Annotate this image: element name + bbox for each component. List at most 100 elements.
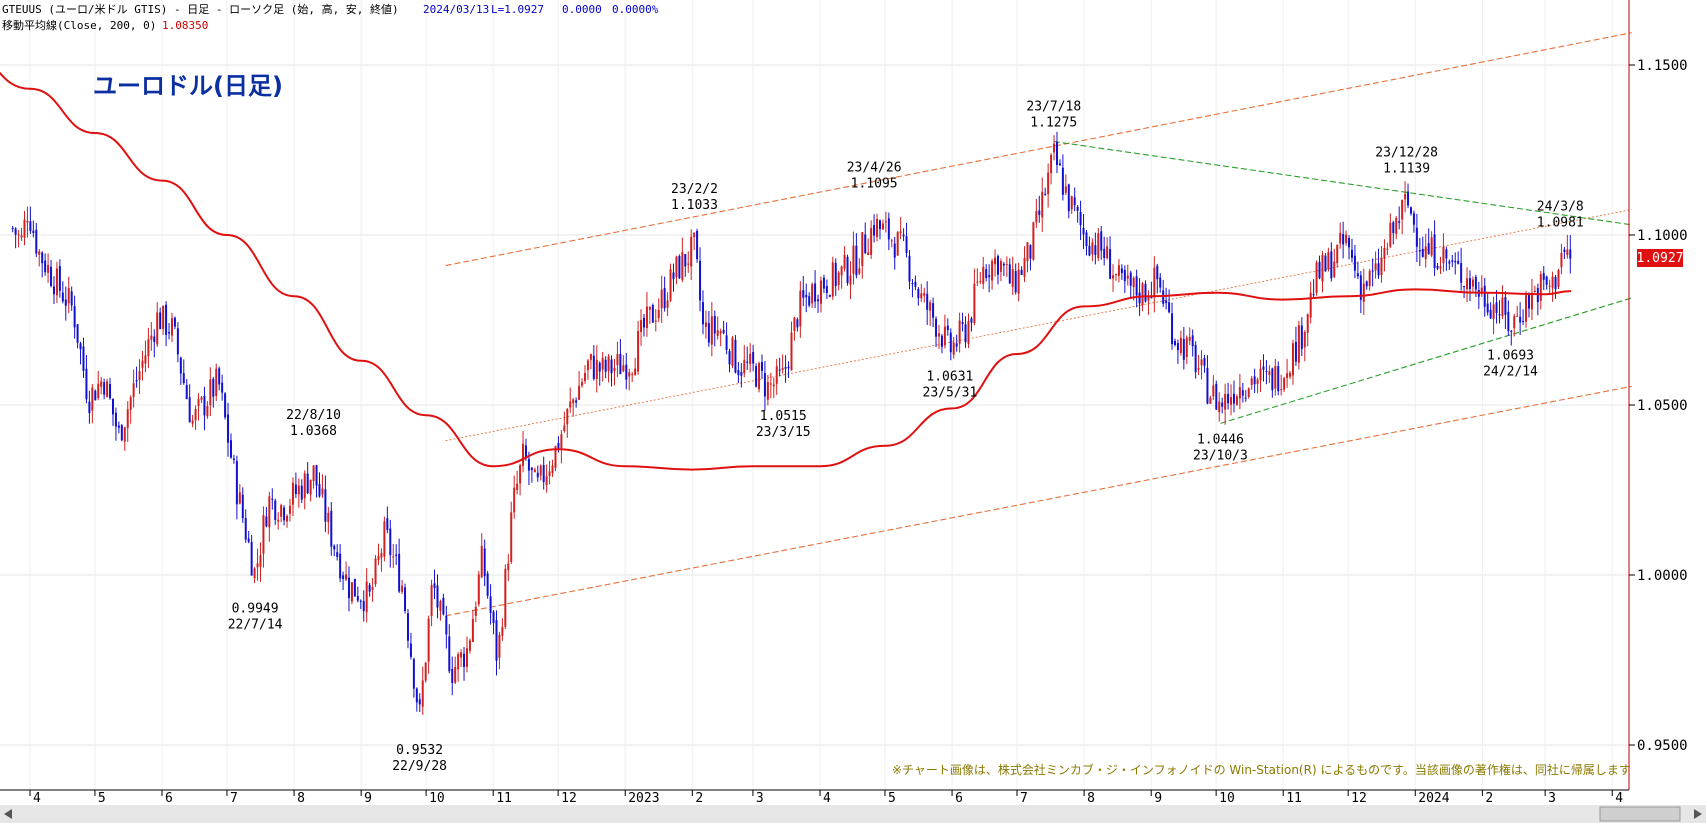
candle-body (619, 354, 622, 375)
candle-body (454, 666, 457, 683)
candle-body (905, 236, 908, 253)
copyright-notice: ※チャート画像は、株式会社ミンカブ・ジ・インフォノイドの Win-Station… (892, 762, 1631, 777)
y-axis: 1.1500 1.1000 1.0500 1.0000 0.9500 (1629, 58, 1688, 754)
candle-body (1262, 366, 1265, 370)
candle-body (952, 342, 955, 355)
candle-body (103, 382, 106, 395)
candle-body (878, 220, 881, 230)
scrollbar-thumb[interactable] (1599, 806, 1681, 822)
candle-body (1268, 371, 1271, 375)
candle-body (722, 329, 725, 334)
candle-body (286, 515, 289, 522)
candle-body (1513, 316, 1516, 329)
candle-body (787, 366, 790, 369)
annotation-line2: 1.1095 (851, 177, 898, 192)
candle-body (123, 427, 126, 442)
candle-body (678, 256, 681, 279)
y-tick-label: 1.0500 (1637, 398, 1688, 414)
annotation-line2: 1.1033 (671, 198, 718, 213)
candle-body (1244, 397, 1247, 399)
candle-body (1194, 345, 1197, 373)
scroll-right-icon[interactable] (1694, 809, 1702, 819)
candle-body (1330, 251, 1333, 279)
candle-body (1168, 302, 1171, 313)
candle-body (1362, 283, 1365, 302)
candle-body (825, 286, 828, 294)
x-tick-label: 7 (230, 791, 238, 806)
candle-body (247, 538, 250, 542)
header-last: L=1.0927 (491, 3, 544, 16)
candle-body (235, 461, 238, 505)
candle-body (1253, 376, 1256, 385)
candle-body (1389, 222, 1392, 247)
candle-body (536, 472, 539, 478)
y-tick-label: 0.9500 (1637, 738, 1688, 754)
y-tick-label: 1.1500 (1637, 58, 1688, 74)
candle-body (97, 383, 100, 399)
candle-body (970, 318, 973, 323)
candle-body (817, 299, 820, 302)
candle-body (1144, 283, 1147, 302)
candle-body (979, 281, 982, 283)
candle-body (873, 225, 876, 236)
candle-body (1286, 373, 1289, 379)
candle-body (1182, 339, 1185, 360)
candle-body (203, 395, 206, 416)
candle-body (291, 482, 294, 505)
candle-body (88, 401, 91, 414)
candle-body (150, 335, 153, 340)
x-axis: 4 5 6 7 8 9 10 11 12 2023 2 3 4 5 6 7 8 9 10 11 12 2024 2 3 4 (29, 790, 1623, 806)
candle-body (940, 335, 943, 347)
annotation-line1: 23/7/18 (1026, 100, 1081, 115)
x-tick-label: 3 (756, 791, 764, 806)
candle-body (227, 414, 230, 443)
y-tick-label: 1.0000 (1637, 568, 1688, 584)
candle-body (1280, 389, 1283, 391)
candle-body (672, 272, 675, 280)
candle-body (1519, 316, 1522, 323)
candle-body (498, 634, 501, 658)
candle-body (504, 568, 507, 627)
candle-body (20, 235, 23, 238)
candle-body (1563, 249, 1566, 253)
candle-body (100, 381, 103, 387)
candle-body (775, 366, 778, 384)
current-price-box (1637, 249, 1683, 267)
candle-body (1082, 227, 1085, 235)
candle-body (47, 264, 50, 273)
candle-body (442, 597, 445, 615)
candle-body (1474, 276, 1477, 290)
candle-body (194, 408, 197, 421)
candle-body (126, 409, 129, 429)
candle-body (29, 221, 32, 232)
candle-body (1129, 272, 1132, 286)
candle-body (855, 245, 858, 276)
candle-body (1466, 278, 1469, 290)
candle-body (94, 390, 97, 401)
candle-body (1365, 281, 1368, 287)
candle-body (409, 643, 412, 657)
candle-body (179, 357, 182, 374)
x-tick-label: 12 (561, 791, 577, 806)
current-price-marker: 1.0927 (1637, 249, 1683, 267)
candle-body (165, 304, 168, 335)
candle-body (395, 554, 398, 556)
candle-body (415, 688, 418, 703)
candle-body (404, 587, 407, 611)
candle-body (1165, 300, 1168, 304)
candle-body (427, 618, 430, 662)
candle-body (949, 332, 952, 353)
scroll-left-icon[interactable] (4, 809, 12, 819)
candle-body (1067, 184, 1070, 212)
candle-body (1510, 330, 1513, 332)
scrollbar-track[interactable] (0, 805, 1706, 823)
candle-body (1238, 387, 1241, 399)
x-tick-label: 4 (823, 791, 831, 806)
horizontal-scrollbar[interactable] (0, 805, 1706, 823)
candle-body (315, 465, 318, 486)
candle-body (899, 231, 902, 234)
candle-body (1560, 252, 1563, 268)
trendlines (445, 32, 1632, 617)
candle-body (758, 363, 761, 390)
candle-body (350, 582, 353, 602)
